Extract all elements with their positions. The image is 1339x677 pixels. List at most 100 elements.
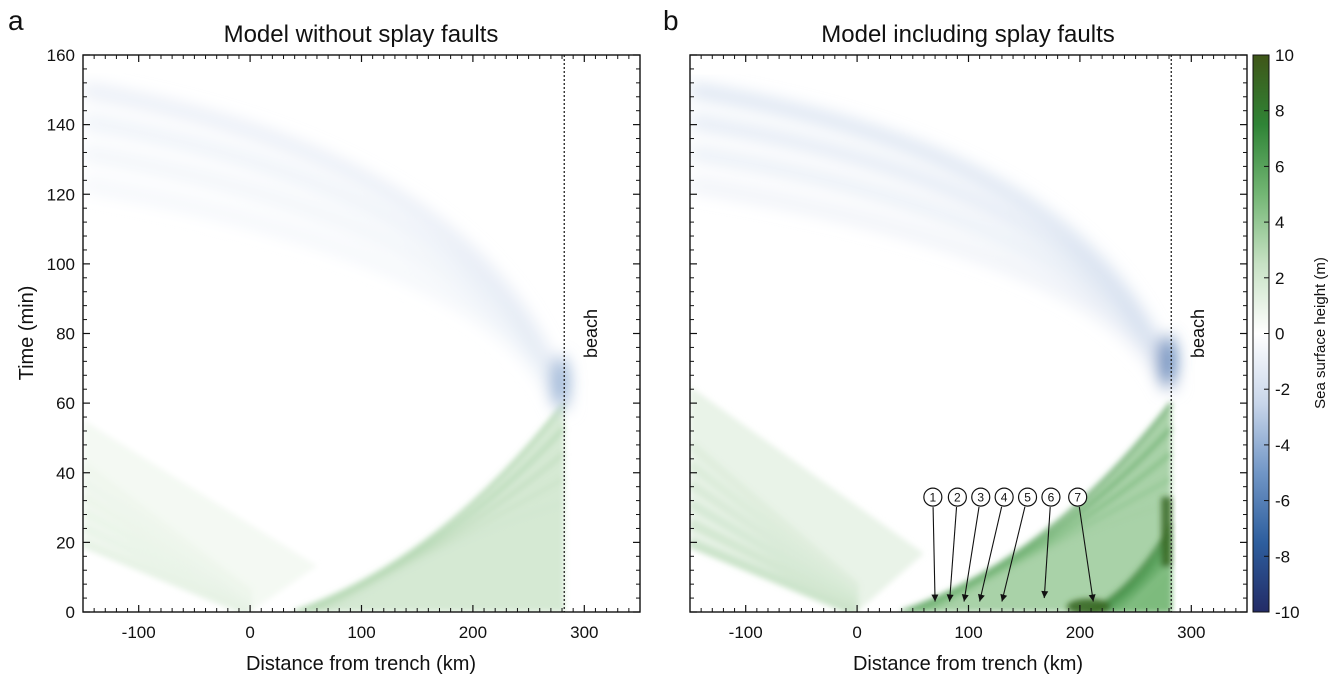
- x-tick-label: 200: [1066, 623, 1094, 642]
- x-tick-label: 200: [459, 623, 487, 642]
- splay-marker-arrow: [1043, 507, 1051, 599]
- splay-marker-arrowhead: [1088, 594, 1096, 602]
- panel-title-a: Model without splay faults: [224, 21, 499, 48]
- x-tick-label: 100: [954, 623, 982, 642]
- splay-marker-label: 6: [1048, 491, 1055, 505]
- reflected-wave-peak: [1158, 335, 1177, 388]
- colorbar-tick-label: -2: [1275, 380, 1290, 399]
- y-tick-label: 160: [47, 46, 75, 65]
- wave-band-reflected-wave: [690, 82, 1178, 393]
- splay-marker-arrow: [1001, 506, 1026, 602]
- splay-marker-label: 4: [1001, 491, 1008, 505]
- y-axis-label-a: Time (min): [16, 286, 38, 381]
- splay-source-wave-fill: [1088, 524, 1172, 612]
- heatmap-a: [83, 82, 572, 612]
- splay-marker-arrowhead: [931, 594, 939, 602]
- colorbar-tick-label: -4: [1275, 436, 1290, 455]
- splay-marker-circle: [971, 487, 991, 507]
- colorbar-ticks: -10 -8 -6 -4 -2 0 2 4 6 8 10: [1264, 46, 1300, 622]
- reflected-wavefront: [690, 176, 1178, 393]
- splay-marker-arrow: [932, 507, 936, 602]
- splay-marker-arrowhead: [961, 594, 969, 602]
- beach-label-b: beach: [1188, 309, 1208, 358]
- splay-marker-circle: [1041, 487, 1061, 507]
- splay-marker-arrow: [979, 506, 1003, 602]
- x-axis-label-a: Distance from trench (km): [246, 653, 476, 675]
- wave-band-reflected-wave: [83, 82, 572, 413]
- colorbar-tick-label: -8: [1275, 547, 1290, 566]
- landward-wave-front: [918, 451, 1173, 612]
- splay-marker-label: 7: [1074, 491, 1081, 505]
- splay-marker-label: 3: [977, 491, 984, 505]
- landward-wave-front: [927, 476, 1173, 612]
- colorbar-tick-label: 6: [1275, 157, 1284, 176]
- colorbar-label: Sea surface height (m): [1312, 257, 1329, 409]
- x-tick-label: -100: [122, 623, 156, 642]
- y-tick-label: 120: [47, 185, 75, 204]
- splay-markers: 1 2 3 4 5 6 7: [923, 487, 1096, 602]
- coastal-peak: [1161, 497, 1172, 567]
- landward-wave-front: [936, 501, 1172, 612]
- splay-marker-arrow: [1078, 506, 1094, 602]
- panel-title-b: Model including splay faults: [821, 21, 1115, 48]
- y-tick-label: 60: [56, 394, 75, 413]
- colorbar-tick-label: -10: [1275, 603, 1300, 622]
- x-tick-label: -100: [729, 623, 763, 642]
- colorbar-tick-label: 2: [1275, 269, 1284, 288]
- splay-marker-arrowhead: [946, 594, 954, 602]
- splay-marker-circle: [1068, 487, 1088, 507]
- y-tick-label: 140: [47, 116, 75, 135]
- x-axis-label-b: Distance from trench (km): [853, 653, 1083, 675]
- wave-band-splay-source-wave: [1066, 497, 1173, 612]
- panel-letter-b: b: [663, 5, 679, 36]
- y-tick-label: 20: [56, 533, 75, 552]
- ticks-b: -100 0 100 200 300: [689, 54, 1248, 642]
- seaward-wave-fill: [83, 419, 317, 612]
- wave-band-seaward-wave: [83, 419, 317, 612]
- splay-marker-arrowhead: [1000, 593, 1008, 602]
- ticks-a: -100 0 100 200 300 0 20 40 60 80 100 120 140 160: [47, 46, 641, 642]
- colorbar: -10 -8 -6 -4 -2 0 2 4 6 8 10 Sea surface height (m…: [1252, 46, 1329, 622]
- splay-marker-arrowhead: [1041, 590, 1049, 599]
- panel-b: b Model including splay faults beach 1 2 3…: [663, 5, 1248, 675]
- landward-wave-front: [320, 476, 566, 612]
- splay-marker-arrow: [949, 507, 958, 602]
- x-tick-label: 0: [852, 623, 861, 642]
- beach-label-a: beach: [581, 309, 601, 358]
- landward-wave-front: [311, 451, 566, 612]
- splay-marker-circle: [1017, 487, 1038, 507]
- splay-marker-arrowhead: [978, 593, 985, 602]
- splay-marker-label: 1: [930, 491, 937, 505]
- reflected-wavefront: [83, 176, 571, 413]
- landward-wave-front: [293, 401, 566, 612]
- x-tick-label: 300: [1177, 623, 1205, 642]
- reflected-wave-peak: [551, 356, 570, 409]
- y-tick-label: 40: [56, 464, 75, 483]
- splay-marker-circle: [994, 487, 1014, 507]
- splay-marker-arrow: [963, 506, 980, 602]
- landward-wave-front: [329, 501, 565, 612]
- wave-band-seaward-wave: [690, 386, 924, 612]
- x-tick-label: 0: [245, 623, 254, 642]
- colorbar-tick-label: 8: [1275, 102, 1284, 121]
- landward-wave-front: [900, 401, 1173, 612]
- landward-wave-fill: [901, 403, 1172, 612]
- splay-source-wave-front: [1122, 565, 1173, 612]
- landward-wave-fill: [294, 403, 565, 612]
- panel-letter-a: a: [8, 5, 24, 36]
- y-tick-label: 100: [47, 255, 75, 274]
- x-tick-label: 300: [570, 623, 598, 642]
- splay-marker-circle: [947, 487, 967, 507]
- colorbar-tick-label: 0: [1275, 325, 1284, 344]
- y-tick-label: 0: [66, 603, 75, 622]
- splay-source-peak: [1066, 598, 1111, 612]
- landward-wave-front: [302, 426, 566, 612]
- seaward-wave-fill: [690, 386, 924, 612]
- wave-band-landward-wave: [293, 401, 566, 612]
- colorbar-tick-label: 4: [1275, 213, 1284, 232]
- y-tick-label: 80: [56, 325, 75, 344]
- panel-a: a Model without splay faults beach -100 0…: [8, 5, 641, 675]
- splay-marker-circle: [923, 487, 943, 507]
- colorbar-tick-label: 10: [1275, 46, 1294, 65]
- splay-marker-label: 5: [1024, 491, 1031, 505]
